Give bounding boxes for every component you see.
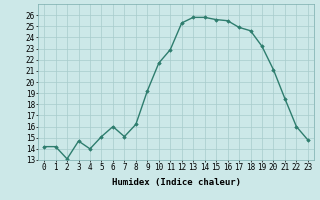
X-axis label: Humidex (Indice chaleur): Humidex (Indice chaleur) bbox=[111, 178, 241, 187]
